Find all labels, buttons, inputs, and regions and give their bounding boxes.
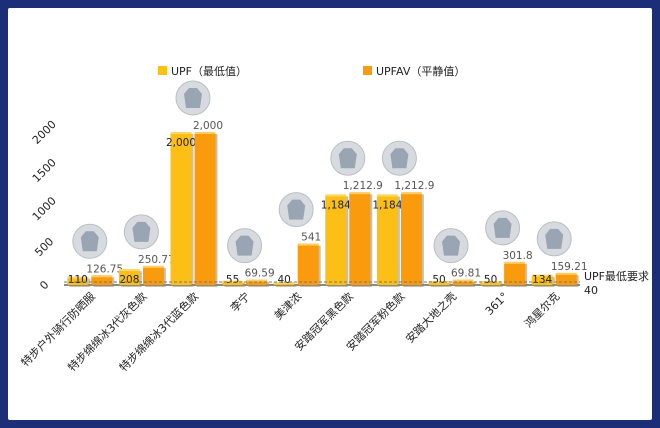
bar-s1-2 [170, 132, 192, 285]
product-shirt-icon-3 [235, 235, 254, 256]
data-label-s1-5: 1,184 [321, 199, 351, 211]
bar-s1-6 [376, 194, 398, 285]
data-label-s1-9: 134 [532, 274, 552, 286]
product-shirt-icon-2 [184, 88, 202, 108]
x-tick-label-4: 美津浓 [272, 290, 305, 323]
bar-highlight-0-2 [170, 132, 192, 134]
bar-highlight-1-5 [349, 192, 371, 195]
bar-highlight-1-2 [194, 132, 216, 134]
y-tick-label-1: 500 [32, 235, 56, 259]
bar-highlight-0-0 [67, 276, 89, 279]
reference-line-value: 40 [584, 284, 598, 297]
bar-highlight-1-4 [297, 243, 319, 246]
data-label-s1-8: 50 [484, 274, 497, 286]
data-label-s2-3: 69.59 [245, 268, 275, 280]
data-label-s2-6: 1,212.9 [394, 180, 434, 192]
y-tick-label-2: 1000 [30, 194, 59, 223]
y-tick-label-3: 1500 [30, 156, 59, 185]
bar-highlight-0-3 [222, 280, 244, 283]
data-label-s2-2: 2,000 [193, 120, 223, 132]
product-shirt-icon-1 [132, 221, 151, 242]
bar-highlight-0-1 [118, 269, 140, 272]
y-tick-label-4: 2000 [30, 118, 59, 147]
data-label-s2-4: 541 [301, 232, 321, 244]
bar-s2-6 [400, 192, 422, 285]
x-tick-label-9: 鸿星尔克 [521, 289, 562, 330]
product-shirt-icon-9 [545, 228, 564, 249]
bar-highlight-1-1 [142, 265, 164, 268]
legend-swatch-2 [363, 66, 372, 75]
product-shirt-icon-8 [493, 217, 512, 238]
bar-highlight-1-0 [91, 275, 113, 278]
bar-s2-0 [91, 275, 113, 285]
data-label-s2-8: 301.8 [503, 250, 533, 262]
data-label-s1-4: 40 [278, 274, 291, 286]
data-label-s2-5: 1,212.9 [343, 180, 383, 192]
bar-highlight-1-3 [246, 279, 268, 282]
data-label-s2-7: 69.81 [451, 268, 481, 280]
bar-s2-2 [194, 132, 216, 285]
data-label-s2-0: 126.75 [86, 263, 123, 275]
product-shirt-icon-4 [287, 199, 306, 220]
chart-frame: 0 500 1000 1500 2000 110 126.75 特步户外骑行防晒服 208 250… [8, 8, 652, 420]
x-tick-label-7: 安踏大地之壳 [403, 289, 460, 346]
bar-chart: 0500100015002000110126.75特步户外骑行防晒服208250… [18, 64, 649, 374]
x-tick-label-8: 361° [483, 290, 511, 318]
data-label-s1-7: 50 [432, 274, 445, 286]
data-label-s2-1: 250.77 [138, 254, 175, 266]
bar-highlight-1-7 [452, 279, 474, 282]
bar-s2-5 [349, 192, 371, 285]
bar-highlight-1-8 [504, 261, 526, 264]
legend-label-1: UPF（最低值） [171, 65, 247, 78]
bar-s1-0 [67, 276, 89, 285]
bar-highlight-1-6 [400, 192, 422, 195]
legend-label-2: UPFAV（平静值） [376, 64, 465, 78]
bar-s1-1 [118, 269, 140, 285]
data-label-s1-0: 110 [68, 274, 88, 286]
product-shirt-icon-5 [338, 148, 357, 169]
bar-highlight-0-9 [531, 274, 553, 277]
data-label-s1-2: 2,000 [166, 137, 196, 149]
bar-s2-1 [142, 265, 164, 285]
reference-line-label: UPF最低要求 [584, 270, 649, 283]
x-tick-label-3: 李宁 [227, 289, 252, 314]
bar-highlight-0-6 [376, 194, 398, 197]
data-label-s1-1: 208 [119, 274, 139, 286]
data-label-s2-9: 159.21 [551, 261, 588, 273]
data-label-s1-6: 1,184 [372, 199, 402, 211]
legend-swatch-1 [158, 66, 167, 75]
bar-highlight-0-5 [325, 194, 347, 197]
product-shirt-icon-0 [80, 231, 99, 252]
product-shirt-icon-6 [390, 148, 409, 169]
bar-highlight-1-9 [555, 272, 577, 275]
y-tick-label-0: 0 [37, 278, 51, 292]
bar-highlight-0-4 [273, 281, 295, 284]
data-label-s1-3: 55 [226, 274, 239, 286]
bar-s2-4 [297, 243, 319, 285]
product-shirt-icon-7 [442, 235, 460, 256]
bar-s2-8 [504, 261, 526, 285]
bar-s1-5 [325, 194, 347, 285]
